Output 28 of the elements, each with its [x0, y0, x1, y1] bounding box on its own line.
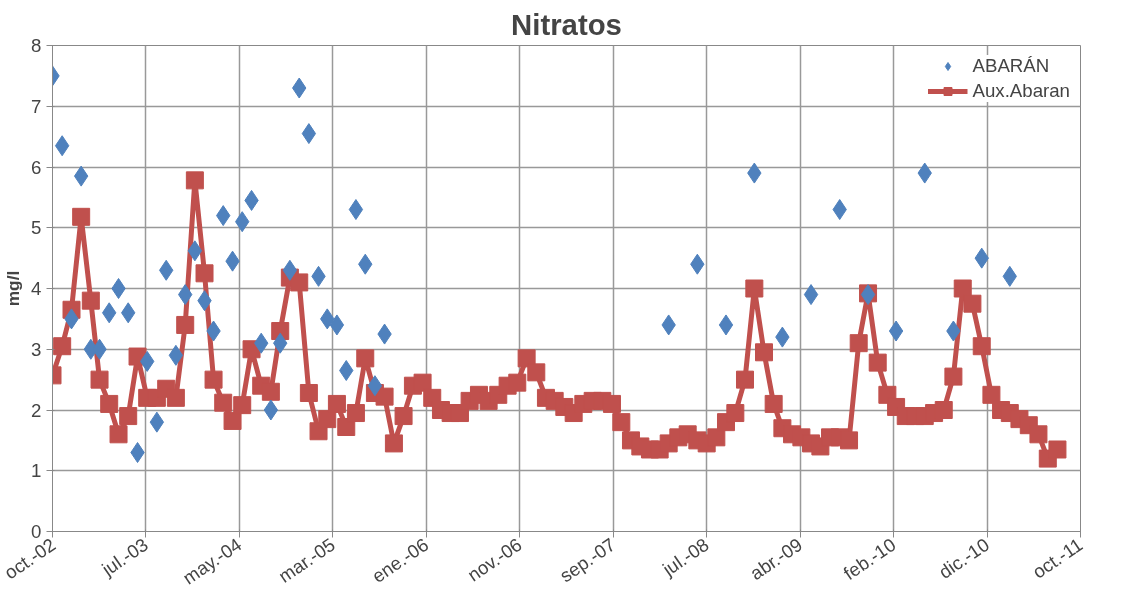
point — [111, 278, 126, 299]
y-tick-label: 0 — [31, 521, 42, 542]
y-tick-label: 6 — [31, 156, 42, 178]
point — [301, 123, 317, 145]
point — [282, 259, 298, 281]
point — [718, 314, 734, 336]
y-axis-title: mg/l — [3, 270, 24, 307]
point — [54, 135, 70, 157]
point — [348, 199, 364, 221]
point — [367, 375, 383, 397]
y-tick-label: 8 — [31, 35, 42, 56]
point — [803, 284, 819, 306]
y-tick-label: 1 — [31, 460, 42, 482]
point — [73, 165, 89, 187]
point — [329, 314, 345, 336]
point — [187, 240, 203, 262]
chart-title: Nitratos — [511, 7, 622, 41]
y-tick-label: 2 — [31, 399, 42, 421]
y-tick-label: 4 — [31, 278, 42, 299]
point — [888, 320, 904, 342]
point — [168, 344, 184, 366]
point — [149, 411, 165, 433]
y-tick-label: 5 — [31, 217, 42, 239]
legend-label: ABARÁN — [972, 55, 1050, 77]
point — [263, 399, 279, 421]
y-tick-label: 7 — [31, 95, 42, 117]
legend-label: Aux.Abaran — [972, 80, 1070, 102]
y-tick-label: 3 — [31, 338, 42, 360]
